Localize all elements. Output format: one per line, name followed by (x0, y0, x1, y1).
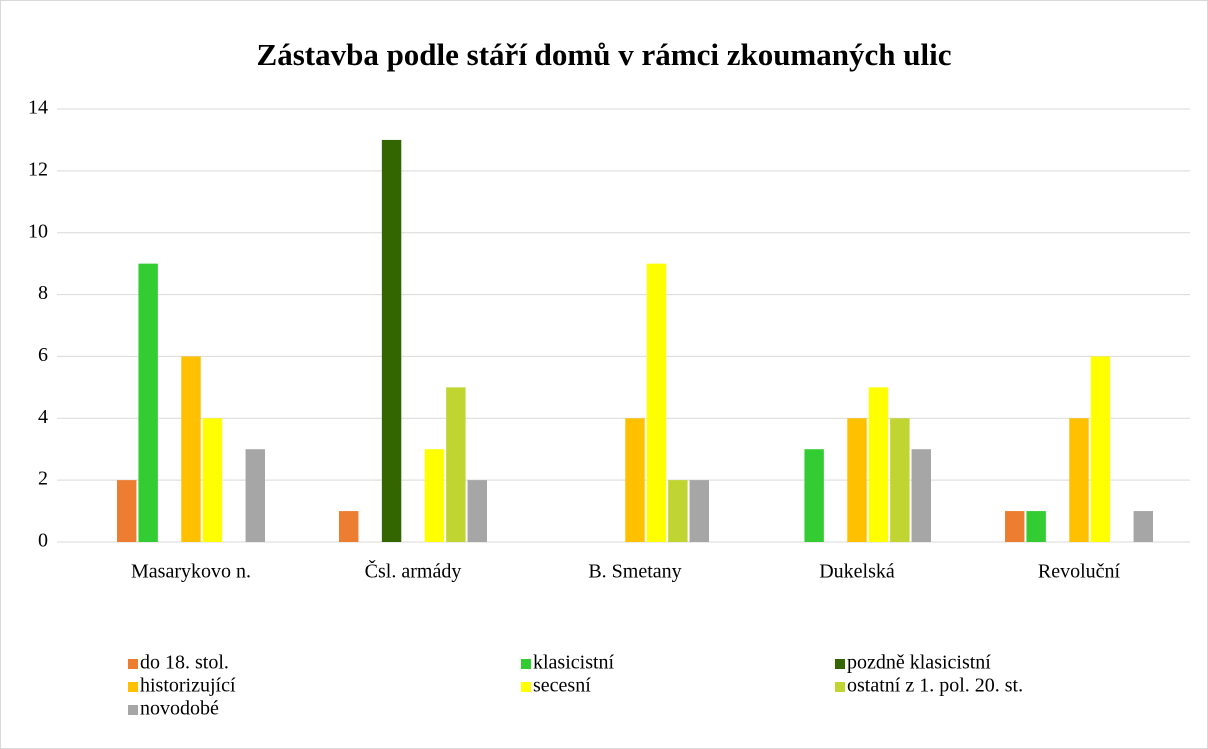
bar (138, 263, 158, 542)
legend-swatch (128, 659, 138, 669)
bar (625, 418, 645, 542)
chart-title: Zástavba podle stáří domů v rámci zkouma… (257, 37, 952, 72)
legend-label: historizující (140, 675, 236, 697)
bar (847, 418, 867, 542)
bar (1069, 418, 1089, 542)
legend-swatch (128, 705, 138, 715)
bar (339, 511, 359, 542)
bar (1090, 356, 1111, 542)
bar (646, 263, 667, 542)
legend-label: klasicistní (533, 652, 615, 674)
y-tick-label: 6 (38, 344, 48, 366)
x-tick-label: Dukelská (819, 561, 895, 583)
y-tick-label: 14 (28, 97, 48, 119)
legend-label: secesní (533, 675, 591, 697)
bar (1005, 511, 1025, 542)
bar (467, 480, 487, 542)
x-tick-label: Revoluční (1038, 561, 1121, 583)
bar (424, 449, 445, 542)
legend-label: ostatní z 1. pol. 20. st. (847, 675, 1023, 697)
y-tick-label: 8 (38, 282, 48, 304)
y-tick-label: 4 (38, 406, 48, 428)
bar (245, 449, 265, 542)
bar (446, 387, 466, 542)
legend-label: do 18. stol. (140, 652, 229, 674)
y-tick-label: 10 (28, 220, 48, 242)
bar (381, 139, 402, 542)
legend-swatch (835, 659, 845, 669)
y-tick-label: 2 (38, 468, 48, 490)
x-tick-label: B. Smetany (588, 561, 681, 583)
bar (804, 449, 824, 542)
legend-swatch (835, 682, 845, 692)
bar (689, 480, 709, 542)
legend-label: novodobé (140, 698, 219, 720)
x-tick-label: Čsl. armády (365, 559, 462, 583)
legend-swatch (521, 682, 531, 692)
bar (181, 356, 201, 542)
bar (1133, 511, 1153, 542)
y-tick-label: 12 (28, 158, 48, 180)
y-tick-label: 0 (38, 530, 48, 552)
bar (890, 418, 910, 542)
bar (868, 387, 889, 542)
x-tick-label: Masarykovo n. (131, 561, 251, 583)
legend-label: pozdně klasicistní (847, 652, 991, 674)
bar (668, 480, 688, 542)
bar (1026, 511, 1046, 542)
bar (117, 480, 137, 542)
legend-swatch (521, 659, 531, 669)
bar (911, 449, 931, 542)
legend-swatch (128, 682, 138, 692)
bar (202, 418, 223, 542)
